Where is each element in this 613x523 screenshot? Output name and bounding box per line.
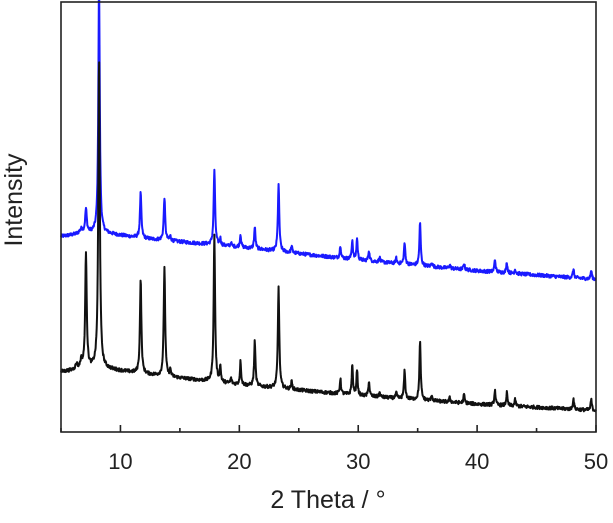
- series-line-2: [60, 61, 597, 413]
- x-tick-label: 20: [227, 449, 251, 474]
- x-tick-label: 30: [346, 449, 370, 474]
- plot-frame: [60, 1, 597, 433]
- x-ticks: 10 20 30 40 50: [60, 425, 608, 474]
- x-tick-label: 10: [108, 449, 132, 474]
- y-axis-label: Intensity: [0, 153, 28, 247]
- x-axis-label: 2 Theta / °: [270, 486, 385, 514]
- series-layer: [60, 0, 597, 413]
- x-tick-label: 40: [465, 449, 489, 474]
- x-tick-label: 50: [584, 449, 608, 474]
- series-line-1: [60, 0, 597, 282]
